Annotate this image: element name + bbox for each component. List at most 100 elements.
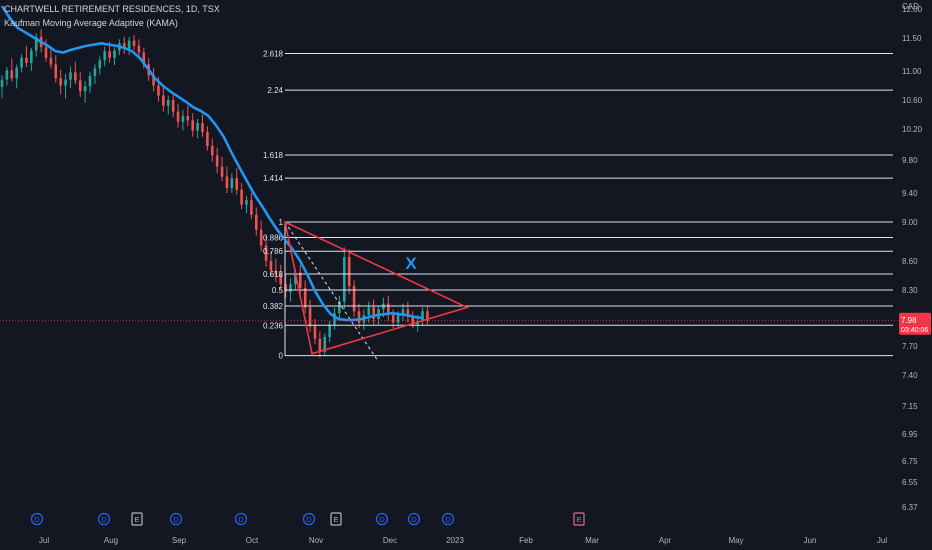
fib-level-label: 0.786	[263, 247, 284, 256]
earnings-event-icon	[131, 512, 143, 526]
candle-body	[279, 274, 283, 285]
candle-body	[333, 313, 336, 325]
candle-body	[338, 301, 341, 314]
candle-body	[162, 95, 165, 106]
candle-body	[0, 79, 4, 87]
price-tick-label: 12.00	[902, 5, 923, 14]
price-tick-label: 6.37	[902, 503, 918, 512]
price-tick-label: 6.75	[902, 457, 918, 466]
candle-body	[176, 111, 180, 122]
candle-body	[171, 100, 175, 112]
event-label: D	[34, 515, 40, 524]
candle-body	[284, 284, 287, 292]
time-tick-label: May	[728, 536, 743, 545]
candle-body	[406, 309, 410, 318]
candle-body	[210, 146, 214, 156]
event-label: D	[173, 515, 179, 524]
time-tick-label: 2023	[446, 536, 464, 545]
dividend-event-icon	[375, 512, 389, 526]
dividend-event-icon	[302, 512, 316, 526]
candle-body	[230, 178, 234, 189]
candle-body	[391, 315, 395, 323]
candle-body	[122, 43, 126, 49]
candle-body	[367, 307, 371, 316]
fib-level-label: 2.24	[267, 86, 283, 95]
candle-body	[5, 70, 9, 80]
symbol-title: CHARTWELL RETIREMENT RESIDENCES, 1D, TSX	[4, 4, 220, 14]
last-price-badge	[899, 312, 931, 335]
price-tick-label: 11.00	[902, 67, 922, 76]
candle-body	[347, 257, 351, 287]
candle-body	[289, 284, 292, 292]
candle-body	[206, 132, 209, 147]
dividend-event-icon	[30, 512, 44, 526]
event-label: D	[306, 515, 312, 524]
event-label: E	[333, 515, 338, 524]
fib-level-label: 1	[279, 218, 284, 227]
fib-level-label: 0.236	[263, 321, 284, 330]
candle-body	[69, 72, 72, 80]
event-label: E	[134, 515, 139, 524]
candle-body	[401, 309, 405, 316]
candle-body	[191, 120, 195, 131]
candle-body	[34, 36, 38, 51]
candle-body	[49, 57, 53, 65]
event-label: E	[576, 515, 581, 524]
event-label: D	[445, 515, 451, 524]
kama-line	[0, 5, 423, 322]
candle-body	[352, 286, 356, 312]
time-tick-label: Dec	[383, 536, 397, 545]
price-tick-label: 6.55	[902, 478, 918, 487]
time-tick-label: Oct	[246, 536, 259, 545]
candle-body	[372, 307, 375, 319]
candle-body	[343, 257, 346, 302]
fib-level-label: 0.886	[263, 234, 284, 243]
candle-body	[308, 307, 312, 327]
candle-body	[142, 52, 146, 65]
candle-body	[157, 85, 160, 96]
candle-body	[387, 303, 390, 316]
candle-body	[201, 123, 204, 133]
candle-body	[225, 176, 229, 189]
candle-body	[357, 311, 361, 323]
time-tick-label: Jul	[877, 536, 887, 545]
time-tick-label: Nov	[309, 536, 323, 545]
candle-body	[137, 45, 141, 53]
candle-body	[396, 315, 400, 323]
event-label: D	[411, 515, 417, 524]
candle-body	[25, 57, 28, 64]
price-tick-label: 7.15	[902, 402, 918, 411]
fib-level-label: 0.382	[263, 302, 284, 311]
dividend-event-icon	[441, 512, 455, 526]
price-tick-label: 9.80	[902, 156, 918, 165]
price-tick-label: 7.70	[902, 342, 918, 351]
candle-body	[220, 166, 224, 177]
candle-body	[132, 40, 136, 46]
candle-body	[54, 64, 58, 79]
event-label: D	[101, 515, 107, 524]
candle-body	[78, 80, 82, 92]
price-tick-label: 8.30	[902, 286, 918, 295]
candle-body	[421, 311, 424, 321]
price-tick-label: 10.20	[902, 125, 923, 134]
candle-body	[235, 178, 239, 190]
candle-body	[196, 123, 199, 131]
candle-body	[108, 51, 111, 58]
fib-level-label: 1.618	[263, 151, 284, 160]
earnings-event-icon	[573, 512, 585, 526]
price-tick-label: 8.60	[902, 257, 918, 266]
candle-body	[103, 51, 106, 61]
candle-body	[328, 324, 331, 337]
price-tick-label: 10.60	[902, 96, 923, 105]
candle-body	[294, 272, 297, 285]
candle-body	[426, 311, 429, 321]
price-tick-label: 9.00	[902, 218, 918, 227]
candle-body	[127, 40, 131, 49]
candle-body	[313, 326, 317, 339]
time-tick-label: Apr	[659, 536, 672, 545]
x-marker: X	[405, 254, 417, 273]
candle-body	[298, 272, 302, 289]
candle-body	[74, 72, 77, 81]
fib-level-label: 0.618	[263, 270, 284, 279]
